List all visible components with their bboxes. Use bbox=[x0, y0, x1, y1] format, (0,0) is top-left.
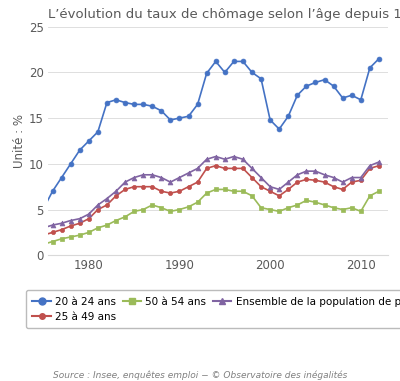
Text: L’évolution du taux de chômage selon l’âge depuis 1975: L’évolution du taux de chômage selon l’â… bbox=[48, 8, 400, 21]
Y-axis label: Unité : %: Unité : % bbox=[13, 114, 26, 168]
Legend: 20 à 24 ans, 25 à 49 ans, 50 à 54 ans, Ensemble de la population de plus de 15 a: 20 à 24 ans, 25 à 49 ans, 50 à 54 ans, E… bbox=[26, 290, 400, 328]
Text: Source : Insee, enquêtes emploi − © Observatoire des inégalités: Source : Insee, enquêtes emploi − © Obse… bbox=[53, 371, 347, 380]
